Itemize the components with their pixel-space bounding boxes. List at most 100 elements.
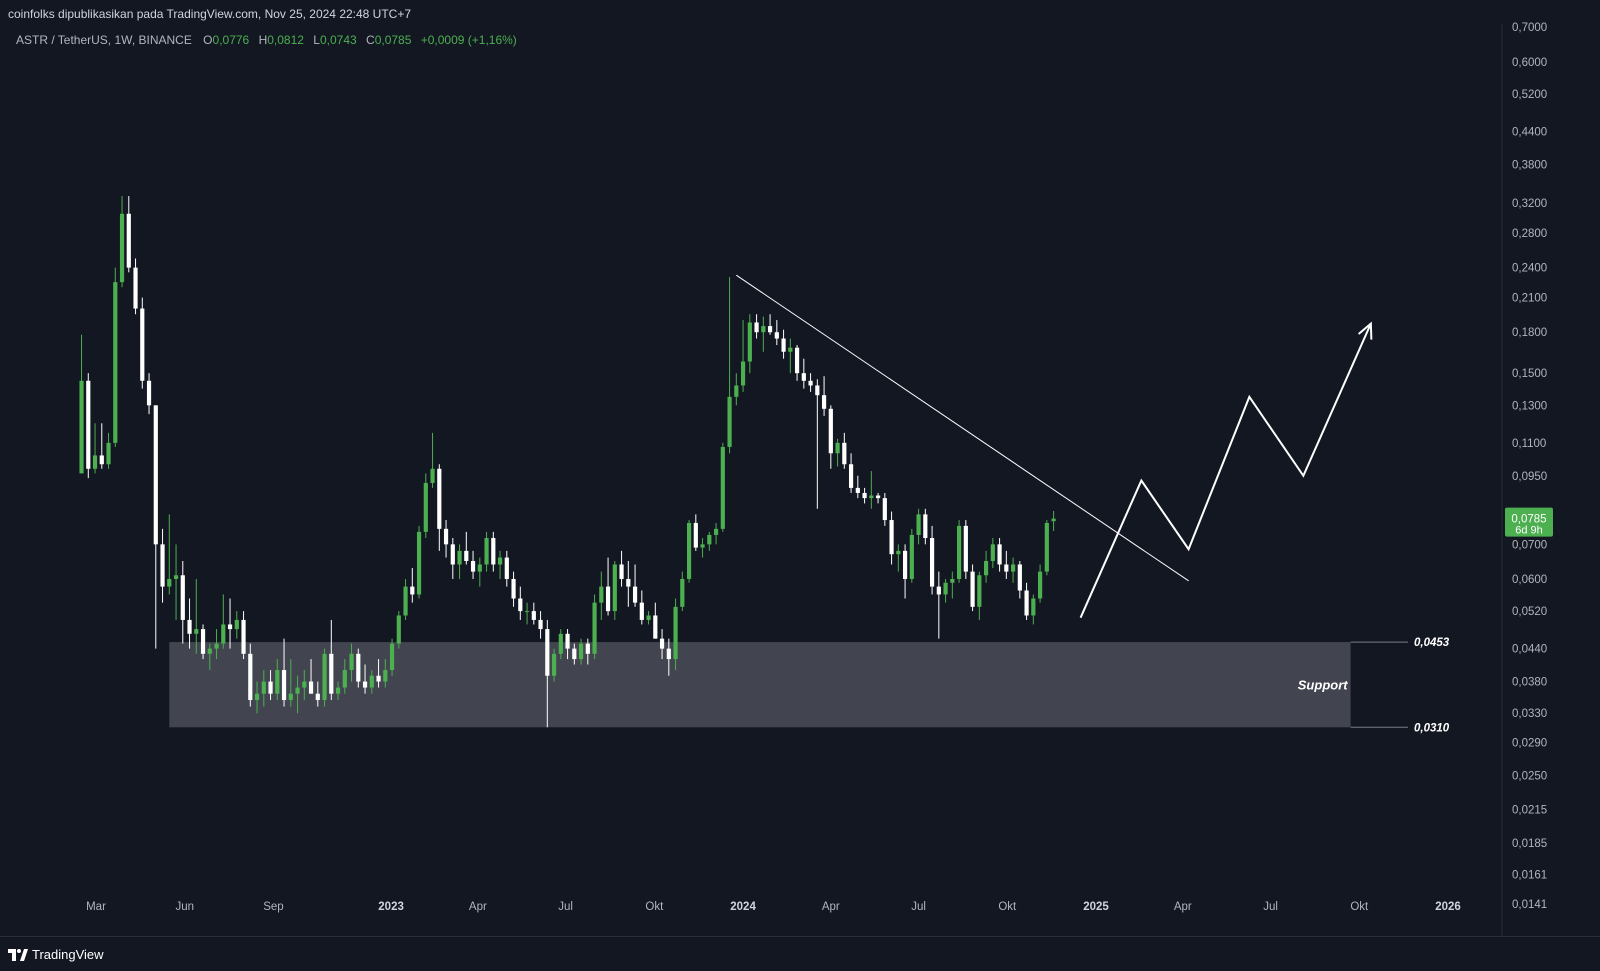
candle-body — [848, 464, 854, 488]
price-tick-label: 0,0600 — [1512, 574, 1547, 586]
candle-body — [295, 687, 300, 694]
candle-body — [140, 308, 145, 381]
support-label: Support — [1298, 678, 1348, 693]
projection-path — [1079, 323, 1372, 619]
support-zone-layer: Support 0,0453 0,0310 — [169, 637, 1450, 734]
candle-body — [659, 638, 665, 649]
last-price-countdown: 6d 9h — [1515, 525, 1543, 537]
candle-body — [754, 322, 759, 333]
time-tick-label: Jul — [558, 901, 573, 913]
candle-body — [842, 442, 847, 465]
candle-body — [457, 550, 462, 565]
candle-body — [524, 611, 530, 613]
candle-body — [909, 534, 914, 579]
last-price-tag — [1505, 507, 1553, 537]
candle-body — [288, 693, 293, 701]
candle-body — [767, 326, 773, 333]
candle-body — [713, 528, 719, 535]
candles-layer — [79, 196, 1056, 728]
candle-body — [511, 578, 516, 599]
candle-body — [79, 380, 84, 474]
candle-body — [673, 606, 678, 660]
tradingview-brand[interactable]: TradingView — [8, 947, 104, 962]
candle-body — [241, 619, 246, 654]
time-tick-label: Jul — [1263, 901, 1278, 913]
price-chart[interactable]: Support 0,0453 0,0310 0,7000 0,6000 0,5200 0,… — [10, 22, 1553, 936]
candle-body — [929, 538, 935, 587]
candle-body — [99, 455, 104, 465]
time-tick-label: Apr — [469, 901, 487, 913]
candle-body — [599, 586, 604, 603]
candle-body — [423, 482, 428, 532]
support-top-label: 0,0453 — [1414, 637, 1450, 649]
candle-body — [187, 619, 192, 634]
candle-body — [450, 544, 455, 565]
candle-body — [362, 681, 368, 688]
candle-body — [963, 525, 968, 572]
arrow-head-icon — [1358, 321, 1373, 340]
price-tick-label: 0,2800 — [1512, 228, 1547, 240]
price-tick-label: 0,0141 — [1512, 899, 1547, 911]
candle-body — [389, 643, 395, 671]
candle-body — [396, 615, 401, 644]
candle-body — [504, 557, 509, 579]
symbol-legend[interactable]: ASTR / TetherUS, 1W, BINANCE O0,0776 H0,… — [16, 33, 523, 47]
candle-body — [126, 213, 131, 268]
time-tick-label: 2024 — [730, 901, 756, 913]
close-value: 0,0785 — [374, 33, 412, 47]
candle-body — [578, 643, 584, 660]
time-tick-label: Apr — [822, 901, 840, 913]
candle-body — [774, 332, 779, 339]
price-tick-label: 0,6000 — [1512, 57, 1547, 69]
candle-body — [639, 602, 644, 620]
candle-body — [92, 455, 98, 469]
publisher-line: coinfolks dipublikasikan pada TradingVie… — [8, 7, 412, 21]
price-tick-label: 0,0520 — [1512, 606, 1547, 618]
candle-body — [936, 586, 941, 595]
price-tick-label: 0,0290 — [1512, 737, 1547, 749]
candle-body — [680, 578, 685, 607]
candle-body — [349, 653, 354, 671]
candle-body — [923, 514, 928, 539]
time-tick-label: Jun — [175, 901, 194, 913]
candle-body — [214, 643, 219, 649]
candle-body — [1037, 571, 1043, 599]
candle-body — [430, 468, 435, 483]
candle-body — [943, 582, 948, 595]
time-tick-label: 2025 — [1083, 901, 1109, 913]
last-price-text: 0,0785 — [1511, 514, 1546, 526]
candle-body — [133, 267, 138, 309]
candle-body — [356, 653, 361, 682]
candle-body — [376, 675, 381, 682]
candle-body — [882, 498, 887, 521]
candle-body — [626, 578, 631, 587]
price-tick-label: 0,0950 — [1512, 471, 1547, 483]
time-tick-label: Okt — [1350, 901, 1369, 913]
candle-body — [781, 338, 786, 352]
descending-trendline — [736, 274, 1189, 582]
time-axis: Mar Jun Sep 2023 Apr Jul Okt 2024 Apr Jul Okt 2025 A… — [86, 901, 1461, 913]
candle-body — [383, 670, 388, 682]
candle-body — [828, 408, 833, 454]
candle-body — [410, 586, 415, 595]
price-tick-label: 0,7000 — [1512, 22, 1547, 34]
time-tick-label: Okt — [998, 901, 1017, 913]
candle-body — [484, 538, 489, 565]
candle-body — [477, 564, 482, 572]
candle-body — [1017, 564, 1022, 591]
price-tick-label: 0,0330 — [1512, 708, 1547, 720]
candle-body — [808, 380, 813, 386]
price-tick-label: 0,1100 — [1512, 438, 1546, 450]
brand-name: TradingView — [32, 947, 104, 962]
close-label: C — [366, 33, 375, 47]
time-tick-label: Okt — [645, 901, 664, 913]
symbol-name[interactable]: ASTR / TetherUS, 1W, BINANCE — [16, 33, 192, 47]
candle-body — [747, 322, 752, 362]
candle-body — [855, 487, 860, 493]
candle-body — [632, 586, 638, 603]
tradingview-logo-icon — [8, 948, 28, 961]
price-tick-label: 0,0700 — [1512, 539, 1547, 551]
candle-body — [416, 531, 422, 595]
candle-body — [173, 575, 179, 579]
